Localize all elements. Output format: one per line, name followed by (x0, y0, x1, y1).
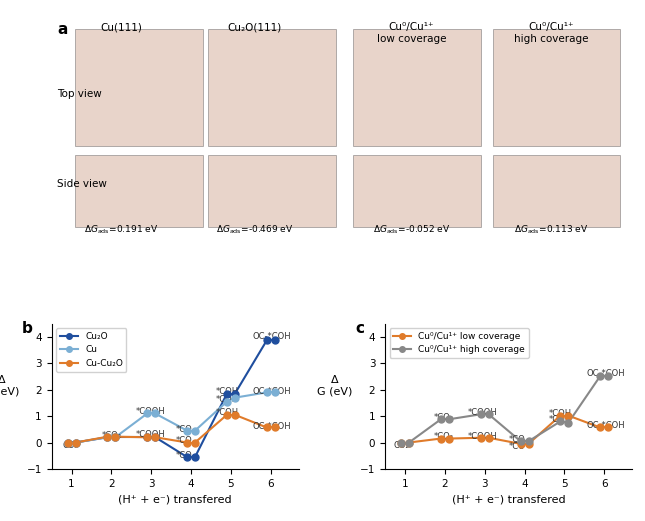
Text: Side view: Side view (57, 179, 107, 189)
Text: *CO: *CO (176, 451, 193, 460)
Text: b: b (22, 321, 33, 336)
Legend: Cu₂O, Cu, Cu-Cu₂O: Cu₂O, Cu, Cu-Cu₂O (56, 328, 126, 371)
Bar (493, 155, 620, 227)
Bar (353, 155, 481, 227)
Bar (208, 155, 336, 227)
Text: OC-*COH: OC-*COH (253, 387, 292, 395)
Text: *CO₂: *CO₂ (434, 414, 454, 423)
Y-axis label: Δ
G (eV): Δ G (eV) (0, 375, 19, 396)
Text: c: c (355, 321, 364, 336)
Text: $\Delta G_\mathrm{ads}$=-0.469 eV: $\Delta G_\mathrm{ads}$=-0.469 eV (216, 224, 293, 236)
Text: *CO: *CO (176, 436, 193, 445)
Text: CO₂: CO₂ (394, 441, 410, 450)
Text: *CO: *CO (509, 442, 525, 451)
Y-axis label: Δ
G (eV): Δ G (eV) (317, 375, 353, 396)
Bar (208, 29, 336, 146)
Bar (75, 155, 203, 227)
Text: *COOH: *COOH (468, 432, 498, 441)
Text: *COOH: *COOH (135, 430, 165, 439)
Text: OC-*COH: OC-*COH (586, 421, 625, 430)
Text: *COOH: *COOH (468, 407, 498, 417)
Text: *CO: *CO (509, 435, 525, 444)
Text: CO₂: CO₂ (63, 441, 78, 451)
Text: *COH: *COH (550, 409, 572, 418)
Text: Cu₂O(111): Cu₂O(111) (228, 22, 282, 32)
Text: *CO₂: *CO₂ (101, 431, 121, 440)
Text: *COOH: *COOH (135, 407, 165, 416)
Text: Cu⁰/Cu¹⁺
high coverage: Cu⁰/Cu¹⁺ high coverage (513, 22, 588, 44)
Text: *COH: *COH (215, 395, 239, 404)
Text: $\Delta G_\mathrm{ads}$=-0.052 eV: $\Delta G_\mathrm{ads}$=-0.052 eV (373, 224, 450, 236)
Text: Cu⁰/Cu¹⁺
low coverage: Cu⁰/Cu¹⁺ low coverage (377, 22, 446, 44)
Text: OC-*COH: OC-*COH (253, 332, 292, 341)
Text: *CO₂: *CO₂ (434, 432, 454, 441)
Text: Top view: Top view (57, 89, 102, 100)
Text: a: a (57, 22, 68, 38)
Bar (493, 29, 620, 146)
Text: $\Delta G_\mathrm{ads}$=0.191 eV: $\Delta G_\mathrm{ads}$=0.191 eV (84, 224, 159, 236)
Legend: Cu⁰/Cu¹⁺ low coverage, Cu⁰/Cu¹⁺ high coverage: Cu⁰/Cu¹⁺ low coverage, Cu⁰/Cu¹⁺ high cov… (390, 328, 529, 358)
Text: OC-*COH: OC-*COH (586, 369, 625, 378)
Text: OC-*COH: OC-*COH (253, 421, 292, 431)
X-axis label: (H⁺ + e⁻) transfered: (H⁺ + e⁻) transfered (451, 494, 566, 504)
Bar (353, 29, 481, 146)
Text: *COH: *COH (550, 415, 572, 424)
Text: *COH: *COH (215, 387, 239, 395)
X-axis label: (H⁺ + e⁻) transfered: (H⁺ + e⁻) transfered (118, 494, 232, 504)
Text: *CO: *CO (176, 425, 193, 433)
Text: *COH: *COH (215, 408, 239, 417)
Bar (75, 29, 203, 146)
Text: $\Delta G_\mathrm{ads}$=0.113 eV: $\Delta G_\mathrm{ads}$=0.113 eV (513, 224, 588, 236)
Text: Cu(111): Cu(111) (101, 22, 142, 32)
